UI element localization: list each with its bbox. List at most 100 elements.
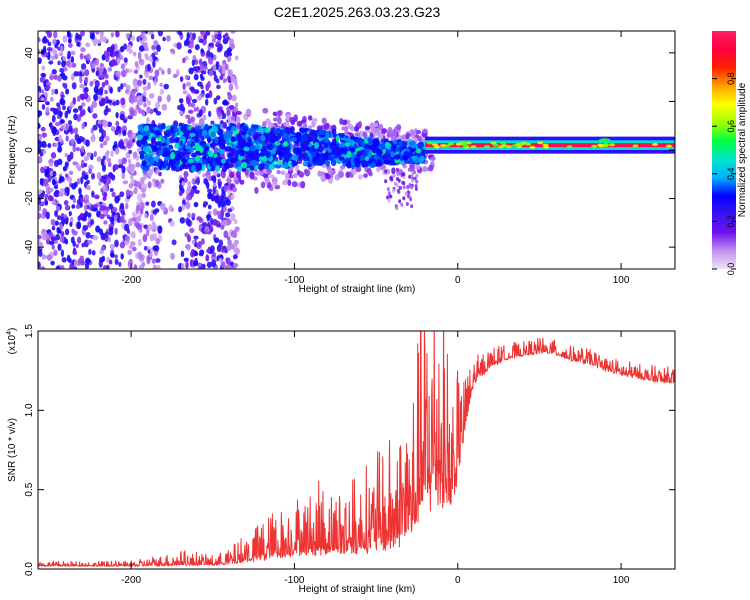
heatmap-cell — [56, 215, 62, 221]
heatmap-cell — [377, 123, 384, 131]
heatmap-cell — [187, 219, 192, 227]
heatmap-cell — [227, 75, 231, 81]
heatmap-cell — [417, 141, 425, 149]
heatmap-cell — [125, 189, 131, 197]
heatmap-cell — [47, 176, 52, 183]
x-tick-label: 100 — [613, 275, 630, 286]
heatmap-cell — [185, 261, 189, 269]
heatmap-cell — [155, 258, 161, 263]
y-tick-label: 0.0 — [24, 562, 35, 576]
heatmap-cell — [203, 34, 208, 40]
heatmap-cell — [72, 197, 77, 204]
heatmap-cell — [38, 91, 41, 99]
heatmap-cell — [50, 260, 55, 266]
heatmap-cell — [51, 126, 57, 134]
heatmap-cell — [269, 135, 276, 143]
heatmap-cell — [219, 75, 224, 80]
heatmap-cell — [566, 145, 573, 149]
heatmap-cell — [117, 158, 123, 164]
heatmap-cell — [41, 234, 48, 241]
heatmap-cell — [109, 187, 114, 193]
heatmap-cell — [136, 193, 143, 202]
heatmap-cell — [62, 82, 66, 88]
heatmap-cell — [170, 151, 176, 160]
heatmap-cell — [39, 178, 44, 186]
heatmap-cell — [225, 212, 231, 218]
heatmap-cell — [83, 194, 90, 201]
heatmap-cell — [189, 132, 196, 137]
heatmap-cell — [154, 179, 160, 187]
heatmap-cell — [92, 113, 98, 119]
heatmap-cell — [151, 44, 157, 51]
snr-y-multiplier: (x104) — [6, 328, 18, 355]
heatmap-cell — [161, 69, 165, 75]
heatmap-cell — [306, 136, 314, 142]
snr-xlabel: Height of straight line (km) — [299, 584, 416, 595]
heatmap-cell — [200, 31, 204, 35]
heatmap-cell — [207, 57, 214, 65]
heatmap-cell — [71, 182, 77, 190]
heatmap-cell — [216, 244, 222, 253]
heatmap-cell — [62, 75, 68, 81]
snr-axes: -200 -100 0 100 0.0 0.5 1.0 1.5 — [24, 324, 675, 586]
heatmap-cell — [284, 126, 290, 133]
heatmap-cell — [56, 110, 62, 116]
heatmap-cell — [409, 197, 413, 202]
heatmap-cell — [146, 106, 151, 114]
heatmap-cell — [207, 110, 212, 118]
heatmap-cell — [317, 170, 322, 177]
heatmap-cell — [148, 223, 152, 231]
heatmap-cell — [179, 140, 184, 147]
heatmap-cell — [100, 158, 105, 166]
heatmap-cell — [83, 162, 88, 168]
heatmap-cell — [60, 216, 65, 223]
heatmap-cell — [301, 135, 309, 142]
heatmap-cell — [145, 201, 150, 206]
heatmap-cell — [214, 33, 219, 40]
heatmap-cell — [40, 126, 46, 132]
heatmap-cell — [223, 230, 229, 239]
heatmap-cell — [233, 218, 238, 225]
heatmap-cell — [398, 199, 402, 204]
heatmap-cell — [125, 89, 129, 94]
heatmap-cell — [361, 161, 368, 168]
heatmap-cell — [130, 231, 135, 238]
heatmap-cell — [88, 168, 92, 175]
heatmap-cell — [85, 184, 91, 191]
heatmap-cell — [119, 191, 125, 198]
heatmap-cell — [193, 73, 199, 81]
heatmap-cell — [171, 50, 176, 55]
heatmap-cell — [665, 144, 672, 148]
heatmap-cell — [273, 128, 281, 135]
heatmap-cell — [69, 221, 73, 227]
heatmap-cell — [447, 142, 454, 146]
heatmap-cell — [174, 143, 181, 150]
heatmap-cell — [108, 226, 114, 232]
heatmap-cell — [304, 169, 311, 177]
heatmap-cell — [192, 260, 199, 267]
heatmap-cell — [65, 123, 69, 131]
heatmap-cell — [228, 105, 235, 110]
heatmap-cell — [53, 142, 59, 148]
heatmap-cell — [379, 143, 386, 148]
heatmap-cell — [136, 134, 144, 141]
heatmap-cell — [169, 136, 175, 144]
heatmap-cell — [395, 206, 399, 211]
heatmap-cell — [652, 142, 658, 146]
heatmap-cell — [38, 194, 42, 201]
heatmap-cell — [131, 133, 136, 138]
heatmap-cell — [291, 181, 298, 188]
heatmap-cell — [170, 252, 175, 260]
heatmap-cell — [282, 179, 288, 186]
heatmap-cell — [215, 95, 221, 101]
snr-panel: -200 -100 0 100 0.0 0.5 1.0 1.5 Height of strai… — [6, 324, 676, 595]
heatmap-cell — [218, 257, 223, 263]
heatmap-cell — [204, 179, 209, 187]
heatmap-cell — [70, 138, 75, 146]
heatmap-cell — [39, 76, 45, 83]
heatmap-cell — [147, 181, 152, 189]
heatmap-cell — [210, 195, 216, 201]
heatmap-cell — [176, 42, 182, 50]
heatmap-cell — [48, 162, 54, 167]
heatmap-cell — [198, 58, 203, 66]
